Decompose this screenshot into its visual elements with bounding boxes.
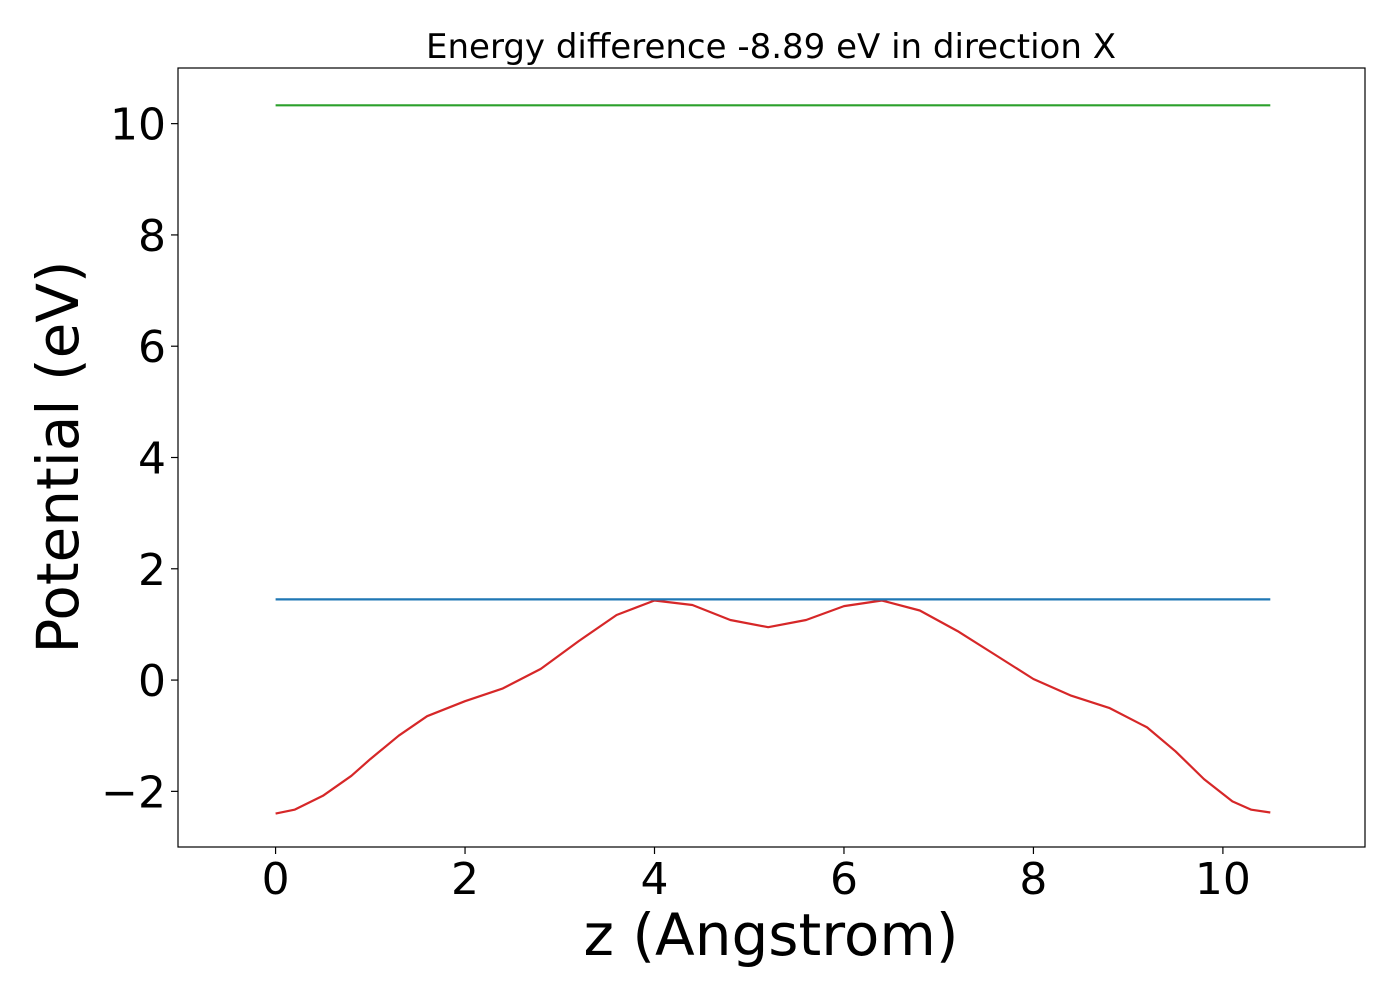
x-tick-label: 0: [262, 854, 290, 905]
y-tick-label: 8: [138, 211, 166, 262]
x-tick-label: 4: [641, 854, 669, 905]
y-tick-label: 4: [138, 434, 166, 485]
x-axis-ticks: 0 2 4 6 8 10: [262, 847, 1251, 905]
x-tick-label: 8: [1019, 854, 1047, 905]
y-tick-label: 10: [110, 100, 166, 151]
y-axis-title: Potential (eV): [24, 260, 92, 653]
y-tick-label: 2: [138, 545, 166, 596]
y-axis-ticks: −2 0 2 4 6 8 10: [101, 100, 178, 818]
y-tick-label: 0: [138, 656, 166, 707]
x-tick-label: 6: [830, 854, 858, 905]
series-line-0: [275, 599, 1271, 815]
x-axis-title: z (Angstrom): [584, 901, 959, 969]
x-tick-label: 10: [1195, 854, 1251, 905]
x-tick-label: 2: [451, 854, 479, 905]
y-tick-label: 6: [138, 322, 166, 373]
chart-title: Energy difference -8.89 eV in direction …: [426, 27, 1116, 67]
y-tick-label: −2: [101, 767, 166, 818]
series-layer: [275, 104, 1271, 815]
